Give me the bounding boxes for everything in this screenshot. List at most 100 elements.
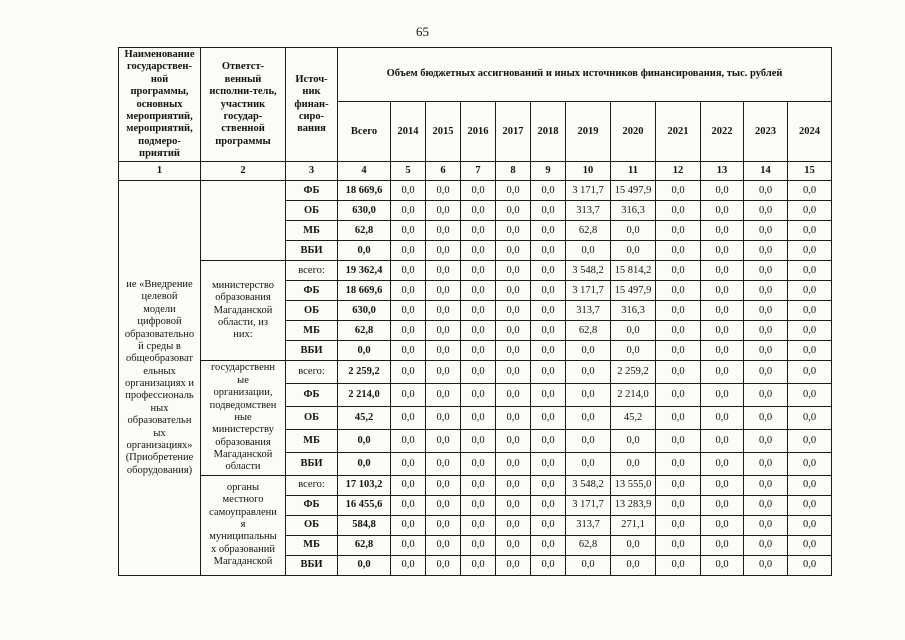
value-cell: 0,0 — [495, 451, 531, 476]
value-cell: 0,0 — [743, 534, 788, 556]
value-cell: 0,0 — [495, 429, 531, 453]
year-header: 2024 — [786, 101, 833, 163]
value-cell: 0,0 — [655, 494, 701, 516]
value-cell: 0,0 — [565, 451, 611, 476]
value-cell: 0,0 — [390, 494, 426, 516]
value-cell: 0,0 — [530, 383, 566, 408]
year-header: 2016 — [460, 101, 496, 163]
value-cell: 0,0 — [655, 180, 701, 202]
value-cell: 3 171,7 — [565, 180, 611, 202]
value-cell: 0,0 — [655, 240, 701, 262]
total-value-cell: 19 362,4 — [337, 260, 391, 282]
value-cell: 0,0 — [786, 180, 833, 202]
value-cell: 0,0 — [743, 200, 788, 222]
funding-source-cell: ФБ — [285, 280, 338, 302]
value-cell: 0,0 — [530, 200, 566, 222]
column-number: 3 — [285, 161, 338, 182]
value-cell: 15 497,9 — [610, 280, 656, 302]
table-row: МБ 62,8 0,0 0,0 0,0 0,0 0,0 62,8 0,0 0,0 0,0 0,0 0,0 — [119, 534, 833, 556]
total-value-cell: 45,2 — [337, 406, 391, 430]
year-header: 2020 — [610, 101, 656, 163]
value-cell: 0,0 — [530, 554, 566, 576]
value-cell: 0,0 — [786, 220, 833, 242]
value-cell: 0,0 — [390, 320, 426, 342]
value-cell: 0,0 — [495, 280, 531, 302]
value-cell: 0,0 — [495, 340, 531, 362]
value-cell: 0,0 — [460, 406, 496, 430]
header-numbering-row: 1 2 3 4 5 6 7 8 9 10 11 12 13 14 15 — [118, 161, 833, 182]
value-cell: 0,0 — [655, 260, 701, 282]
value-cell: 0,0 — [530, 406, 566, 430]
value-cell: 0,0 — [390, 180, 426, 202]
value-cell: 0,0 — [495, 534, 531, 556]
value-cell: 0,0 — [655, 300, 701, 322]
value-cell: 0,0 — [700, 220, 744, 242]
value-cell: 0,0 — [460, 220, 496, 242]
value-cell: 0,0 — [390, 220, 426, 242]
total-value-cell: 2 214,0 — [337, 383, 391, 408]
table-row: ОБ 630,0 0,0 0,0 0,0 0,0 0,0 313,7 316,3 0,0 0,0 0,… — [119, 300, 833, 322]
funding-source-cell: ОБ — [285, 514, 338, 536]
column-number: 5 — [390, 161, 426, 182]
page-number: 65 — [416, 24, 429, 39]
funding-source-cell: МБ — [285, 320, 338, 342]
value-cell: 0,0 — [700, 340, 744, 362]
executor-cell: министерство образования Магаданской обл… — [200, 260, 286, 362]
value-cell: 0,0 — [610, 220, 656, 242]
year-header: 2022 — [700, 101, 744, 163]
value-cell: 0,0 — [495, 300, 531, 322]
value-cell: 0,0 — [655, 554, 701, 576]
value-cell: 0,0 — [743, 383, 788, 408]
value-cell: 0,0 — [425, 320, 461, 342]
value-cell: 0,0 — [700, 200, 744, 222]
year-header: 2019 — [565, 101, 611, 163]
value-cell: 0,0 — [425, 300, 461, 322]
value-cell: 0,0 — [655, 474, 701, 496]
value-cell: 0,0 — [786, 534, 833, 556]
column-number: 12 — [655, 161, 701, 182]
value-cell: 0,0 — [425, 451, 461, 476]
value-cell: 0,0 — [495, 320, 531, 342]
value-cell: 0,0 — [530, 220, 566, 242]
value-cell: 0,0 — [743, 514, 788, 536]
value-cell: 0,0 — [390, 280, 426, 302]
value-cell: 2 259,2 — [610, 360, 656, 385]
value-cell: 0,0 — [425, 180, 461, 202]
funding-source-cell: МБ — [285, 534, 338, 556]
value-cell: 0,0 — [565, 360, 611, 385]
value-cell: 0,0 — [460, 554, 496, 576]
value-cell: 0,0 — [655, 200, 701, 222]
value-cell: 0,0 — [425, 220, 461, 242]
value-cell: 0,0 — [786, 300, 833, 322]
funding-source-cell: всего: — [285, 260, 338, 282]
value-cell: 0,0 — [495, 554, 531, 576]
value-cell: 0,0 — [425, 240, 461, 262]
funding-source-cell: всего: — [285, 474, 338, 496]
value-cell: 0,0 — [425, 534, 461, 556]
total-value-cell: 630,0 — [337, 200, 391, 222]
value-cell: 0,0 — [700, 240, 744, 262]
value-cell: 0,0 — [655, 280, 701, 302]
value-cell: 62,8 — [565, 320, 611, 342]
funding-source-cell: МБ — [285, 429, 338, 453]
value-cell: 0,0 — [460, 240, 496, 262]
value-cell: 0,0 — [530, 240, 566, 262]
value-cell: 0,0 — [495, 200, 531, 222]
total-value-cell: 0,0 — [337, 451, 391, 476]
year-header: 2021 — [655, 101, 701, 163]
header-group-row: Наименование государствен- ной программы… — [118, 46, 833, 163]
table-row: органы местного самоуправлени я муниципа… — [119, 474, 833, 576]
value-cell: 0,0 — [700, 300, 744, 322]
value-cell: 0,0 — [700, 474, 744, 496]
table-row: МБ 62,8 0,0 0,0 0,0 0,0 0,0 62,8 0,0 0,0 0,0 0,0 0,0 — [119, 220, 833, 242]
value-cell: 0,0 — [460, 200, 496, 222]
value-cell: 0,0 — [743, 260, 788, 282]
value-cell: 13 555,0 — [610, 474, 656, 496]
total-value-cell: 62,8 — [337, 320, 391, 342]
value-cell: 0,0 — [786, 406, 833, 430]
value-cell: 3 171,7 — [565, 280, 611, 302]
value-cell: 0,0 — [610, 240, 656, 262]
year-header: 2017 — [495, 101, 531, 163]
table-body: ие «Внедрение целевой модели цифровой об… — [118, 180, 833, 576]
value-cell: 0,0 — [530, 280, 566, 302]
